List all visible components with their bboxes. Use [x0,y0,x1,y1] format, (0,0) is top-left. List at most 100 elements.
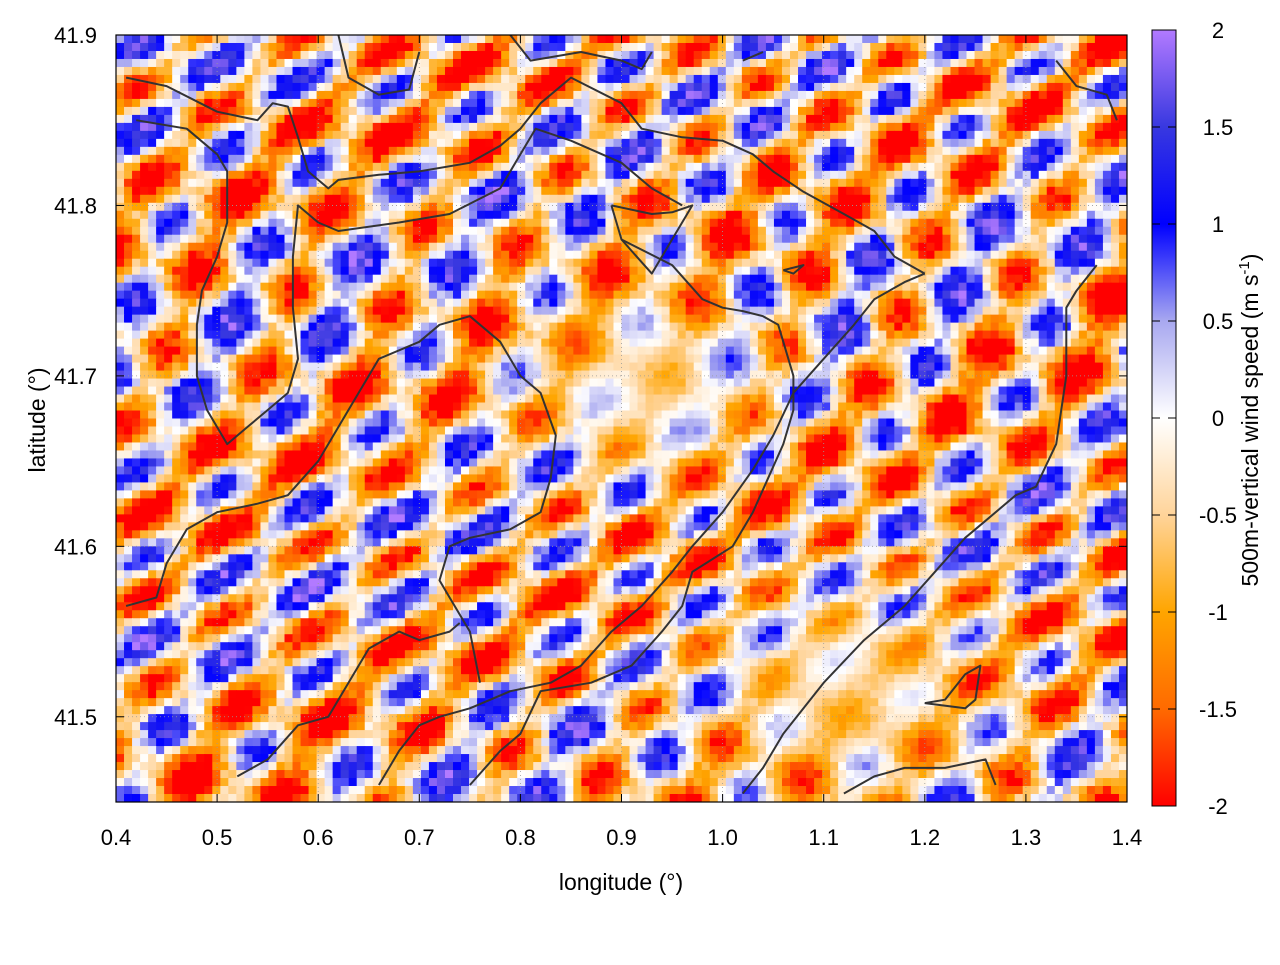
heat-cell [453,130,462,140]
heat-cell [990,322,1000,332]
heat-cell [1022,250,1032,260]
heat-cell [790,138,799,148]
heat-cell [517,98,526,108]
heat-cell [316,35,326,44]
heat-cell [428,58,438,68]
heat-cell [1110,138,1120,148]
heat-cell [372,90,382,100]
heat-cell [501,50,510,60]
heat-cell [950,186,960,196]
heat-cell [613,162,623,172]
heat-cell [902,298,911,308]
heat-cell [284,122,294,132]
heat-cell [453,186,462,196]
heat-cell [517,330,526,340]
heat-cell [709,122,719,132]
heat-cell [926,338,936,348]
heat-cell [894,114,903,124]
heat-cell [172,290,181,300]
heat-cell [324,242,334,252]
heat-cell [1030,162,1040,172]
heat-cell [196,234,205,244]
heat-cell [1046,35,1056,44]
heat-cell [725,114,735,124]
heat-cell [597,114,607,124]
heat-cell [854,170,863,180]
heat-cell [669,346,679,356]
heat-cell [340,170,350,180]
heat-cell [252,138,262,148]
heat-cell [629,186,639,196]
heat-cell [757,58,767,68]
heat-cell [140,210,149,220]
heat-cell [356,66,366,76]
heat-cell [116,130,125,140]
heat-cell [380,218,390,228]
heat-cell [878,322,887,332]
heat-cell [950,234,960,244]
heat-cell [260,146,270,156]
heat-cell [557,218,566,228]
heat-cell [717,314,727,324]
heat-cell [324,58,334,68]
heat-cell [693,194,703,204]
heat-cell [990,330,1000,340]
heat-cell [1006,178,1016,188]
heat-cell [132,162,141,172]
heat-cell [830,66,839,76]
heat-cell [485,186,494,196]
heat-cell [1022,122,1032,132]
heat-cell [589,226,599,236]
heat-cell [597,290,607,300]
heat-cell [830,242,839,252]
heat-cell [372,162,382,172]
heat-cell [982,138,992,148]
heat-cell [717,162,727,172]
heat-cell [589,202,599,212]
heat-cell [116,234,125,244]
heat-cell [974,66,984,76]
heat-cell [573,330,582,340]
heat-cell [1062,50,1072,60]
heat-cell [324,138,334,148]
heat-cell [894,202,903,212]
heat-cell [396,186,406,196]
heat-cell [982,154,992,164]
heat-cell [220,138,229,148]
heat-cell [469,122,478,132]
heat-cell [573,258,582,268]
heat-cell [886,122,895,132]
heat-cell [380,98,390,108]
heat-cell [918,338,927,348]
heat-cell [412,90,422,100]
heat-cell [685,330,695,340]
heat-cell [878,90,887,100]
heat-cell [412,306,422,316]
heat-cell [565,194,574,204]
heat-cell [998,66,1008,76]
heat-cell [798,82,807,92]
heat-cell [1094,330,1104,340]
heat-cell [300,162,310,172]
heat-cell [565,322,574,332]
heat-cell [533,35,542,44]
heat-cell [316,194,326,204]
heat-cell [156,98,165,108]
heat-cell [870,274,879,284]
heat-cell [605,186,615,196]
heat-cell [870,282,879,292]
heat-cell [1006,138,1016,148]
heat-cell [453,274,462,284]
heat-cell [950,58,960,68]
heat-cell [412,218,422,228]
heat-cell [1110,82,1120,92]
heat-cell [396,266,406,276]
heat-cell [934,122,944,132]
heat-cell [589,66,599,76]
heat-cell [990,50,1000,60]
heat-cell [870,90,879,100]
heat-cell [974,314,984,324]
heat-cell [477,178,486,188]
heat-cell [364,106,374,116]
heat-cell [982,122,992,132]
